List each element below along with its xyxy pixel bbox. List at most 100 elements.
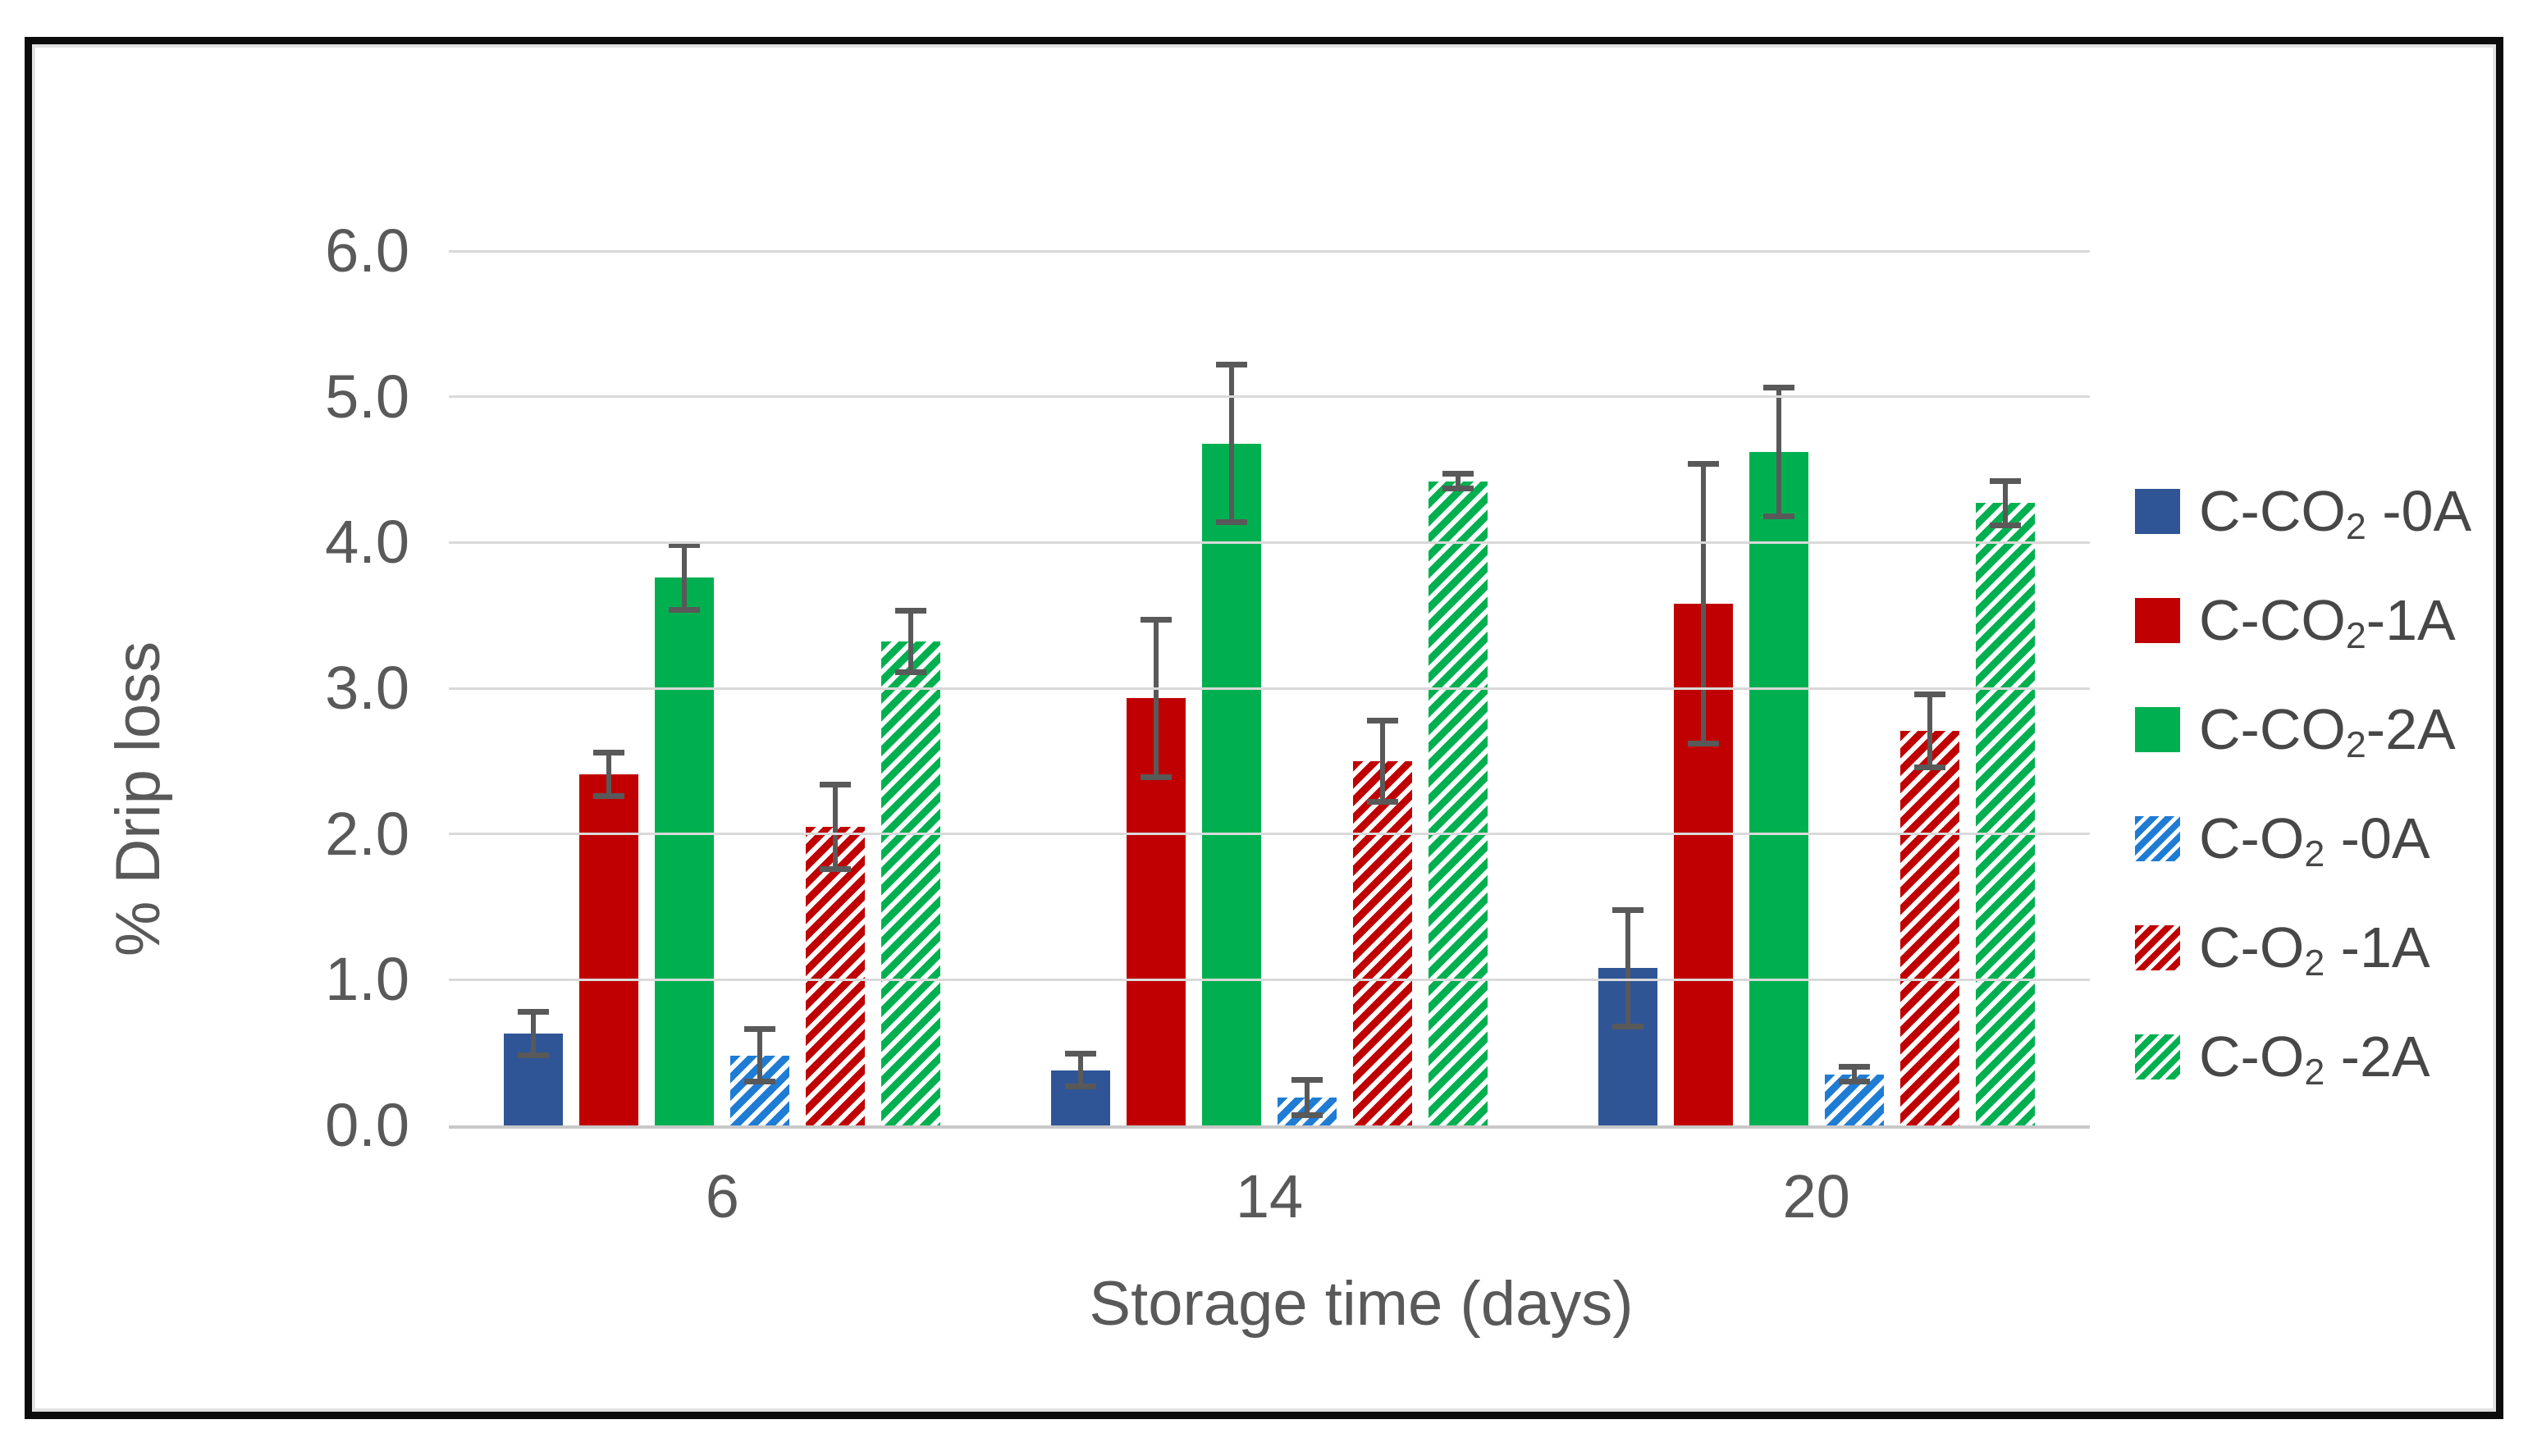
error-bar-whisker — [1380, 717, 1385, 806]
error-bar-whisker — [1229, 362, 1234, 526]
plot-area — [449, 249, 2090, 1129]
error-bar-cap — [1611, 906, 1643, 913]
bar-slot — [1278, 251, 1337, 1125]
legend-label: C-CO2-1A — [2199, 588, 2456, 656]
error-bar-whisker — [1927, 691, 1932, 770]
bar-slot — [1429, 251, 1488, 1125]
error-bar-cap — [895, 669, 927, 676]
error-bar — [820, 781, 852, 872]
error-bar-whisker — [1700, 460, 1706, 747]
bar-slot — [806, 251, 866, 1125]
error-bar — [1611, 906, 1643, 1029]
bar-slot — [1899, 251, 1959, 1125]
error-bar-cap — [1442, 486, 1474, 492]
x-tick-label: 20 — [1782, 1162, 1850, 1230]
y-tick-label: 0.0 — [325, 1091, 409, 1159]
error-bar — [1065, 1051, 1096, 1089]
error-bar-cap — [1687, 741, 1719, 747]
error-bar-cap — [1838, 1079, 1870, 1085]
error-bar — [669, 542, 701, 613]
error-bar-cap — [1367, 799, 1398, 806]
bar-series3-cat20 — [1749, 452, 1808, 1125]
error-bar-cap — [744, 1026, 776, 1033]
legend-label: C-CO2 -0A — [2199, 479, 2472, 547]
error-bar-cap — [1611, 1023, 1643, 1029]
error-bar-cap — [1762, 513, 1794, 519]
y-axis-tick-labels: 0.0 1.0 2.0 3.0 4.0 5.0 6.0 — [221, 221, 409, 1156]
y-tick-label: 4.0 — [325, 508, 409, 577]
error-bar-cap — [1216, 519, 1247, 526]
bar-slot — [1353, 251, 1412, 1125]
error-bar-cap — [593, 793, 625, 800]
bar-slot — [1051, 251, 1110, 1125]
error-bar-whisker — [1078, 1051, 1083, 1089]
error-bar-whisker — [757, 1026, 763, 1085]
error-bar-whisker — [682, 542, 688, 613]
bar-series6-cat6 — [881, 641, 941, 1125]
legend-item-3: C-CO2-2A — [2135, 692, 2471, 766]
legend-swatch — [2135, 706, 2180, 752]
error-bar-cap — [1989, 522, 2021, 528]
error-bar-cap — [1989, 478, 2021, 485]
error-bar-cap — [1913, 691, 1945, 697]
error-bar-whisker — [1154, 616, 1159, 780]
legend-swatch — [2135, 924, 2180, 970]
gridline — [449, 687, 2090, 690]
gridline — [449, 978, 2090, 981]
error-bar — [744, 1026, 776, 1085]
error-bar-whisker — [908, 608, 914, 676]
error-bar-cap — [1291, 1112, 1323, 1119]
legend-swatch — [2135, 488, 2180, 534]
legend-label: C-CO2-2A — [2199, 697, 2456, 765]
error-bar — [1762, 385, 1794, 519]
gridline — [449, 249, 2090, 253]
y-tick-label: 5.0 — [325, 362, 409, 431]
legend-swatch — [2135, 815, 2180, 861]
error-bar — [1141, 616, 1172, 780]
legend-label: C-O2 -1A — [2199, 915, 2430, 984]
bar-slot — [1598, 251, 1657, 1125]
error-bar — [1442, 471, 1474, 492]
bar-series2-cat6 — [579, 774, 639, 1125]
y-tick-label: 2.0 — [325, 799, 409, 868]
error-bar — [1367, 717, 1398, 806]
error-bar-cap — [820, 865, 852, 872]
gridline — [449, 541, 2090, 544]
bar-series6-cat14 — [1429, 481, 1488, 1125]
legend-item-1: C-CO2 -0A — [2135, 474, 2471, 548]
error-bar-whisker — [606, 749, 612, 800]
bar-series3-cat14 — [1202, 443, 1261, 1125]
error-bar-whisker — [1851, 1064, 1857, 1085]
error-bar-cap — [820, 781, 852, 787]
bar-series5-cat6 — [806, 826, 866, 1125]
x-tick-label: 6 — [705, 1162, 739, 1230]
bar-series6-cat20 — [1975, 503, 2035, 1125]
error-bar-cap — [518, 1052, 550, 1059]
legend-item-2: C-CO2-1A — [2135, 583, 2471, 657]
error-bar-cap — [1216, 362, 1247, 368]
y-tick-label: 1.0 — [325, 945, 409, 1014]
error-bar — [1687, 460, 1719, 747]
error-bar — [593, 749, 625, 800]
bar-slot — [1824, 251, 1884, 1125]
error-bar — [1838, 1064, 1870, 1085]
error-bar-whisker — [833, 781, 839, 872]
x-axis-title: Storage time (days) — [1089, 1269, 1634, 1339]
bar-series5-cat14 — [1353, 760, 1412, 1125]
x-axis-tick-labels: 6 14 20 — [449, 1166, 2090, 1227]
error-bar — [1216, 362, 1247, 526]
error-bar-whisker — [1305, 1077, 1310, 1119]
figure-frame: % Drip loss 0.0 1.0 2.0 3.0 4.0 5.0 6.0 6 14 20 … — [25, 37, 2503, 1419]
legend-swatch — [2135, 597, 2180, 643]
bar-slot — [1975, 251, 2035, 1125]
error-bar-cap — [1687, 460, 1719, 467]
error-bar-cap — [1913, 764, 1945, 770]
error-bar-cap — [669, 606, 701, 613]
error-bar-cap — [744, 1079, 776, 1085]
error-bar-cap — [1141, 616, 1172, 623]
error-bar-whisker — [1776, 385, 1781, 519]
legend-item-5: C-O2 -1A — [2135, 911, 2471, 984]
bar-slot — [504, 251, 564, 1125]
error-bar-cap — [1065, 1051, 1096, 1057]
error-bar — [895, 608, 927, 676]
